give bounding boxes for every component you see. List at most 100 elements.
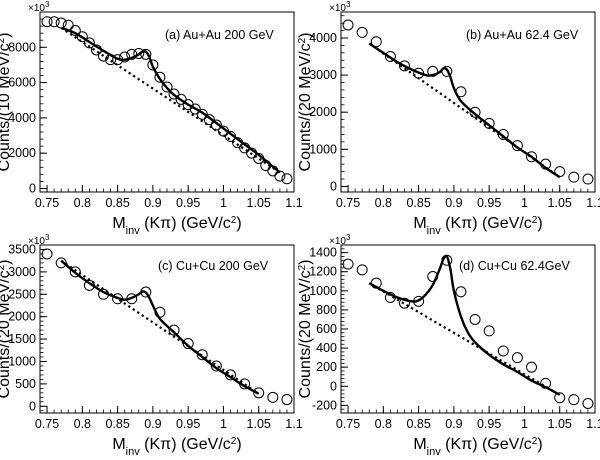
y-tick-label: 1400 [309,246,337,260]
y-exponent-label: ×103 [28,233,50,248]
y-tick-label: 400 [316,341,337,355]
panel-annotation: (d) Cu+Cu 62.4GeV [459,259,570,273]
x-tick-label: 1.1 [586,196,600,210]
data-point [399,297,410,309]
x-axis-label: Minv (Kπ) (GeV/c2) [112,215,241,238]
x-tick-label: 1 [521,196,528,210]
data-point [253,152,265,164]
x-tick-label: 0.95 [477,196,501,210]
x-tick-label: 0.85 [105,417,129,431]
data-point [69,266,81,278]
data-point [154,71,166,83]
data-point [140,48,152,60]
x-tick-label: 0.9 [445,196,462,210]
data-point [90,44,102,56]
data-point [168,88,180,100]
data-point [526,151,537,163]
data-point [554,166,566,178]
data-point [55,257,67,269]
data-point [112,54,124,66]
data-point [511,352,523,364]
x-tick-label: 0.75 [336,196,360,210]
y-axis-label: Counts/(10 MeV/c2) [0,33,13,172]
x-tick-label: 0.95 [477,417,501,431]
x-tick-label: 0.85 [105,196,129,210]
data-point [554,392,566,404]
data-point [225,130,236,142]
data-point [196,108,208,120]
data-point [239,378,251,390]
y-tick-label: 800 [316,303,337,317]
data-point [62,19,74,31]
data-point [98,50,109,62]
data-point [568,394,580,406]
data-point [175,93,187,105]
data-point [98,288,109,300]
data-point [267,165,279,177]
data-point [455,86,467,98]
data-point [126,293,138,305]
data-point [342,19,354,31]
data-point [217,125,229,137]
data-point [441,254,453,266]
panel-d: 0.75 0.8 0.85 0.9 0.95 1 1.05 1.1 -200 0 200 400 600… [297,233,600,459]
data-point [83,37,95,49]
y-exponent-label: ×103 [329,233,351,248]
y-exponent-label: ×103 [329,0,351,14]
data-point [41,248,53,260]
y-tick-label: 0 [330,179,337,193]
data-point [140,286,152,298]
data-point [210,119,222,131]
y-exponent-label: ×103 [28,0,50,14]
panel-a: 0.75 0.8 0.85 0.9 0.95 1 1.05 1.1 0 2000 4000 6000 8… [0,0,303,237]
data-point [582,173,594,185]
x-tick-label: 1 [220,417,227,431]
y-tick-label: 1000 [309,284,337,298]
background-fit-line [368,282,561,396]
panel-b: 0.75 0.8 0.85 0.9 0.95 1 1.05 1.1 0 1000 2000 3000 4… [297,0,600,237]
data-point [582,397,594,409]
data-point [526,361,537,373]
x-tick-label: 0.75 [336,417,360,431]
data-point [568,171,580,183]
data-point [370,277,382,289]
data-point [356,264,368,276]
y-tick-label: 1500 [8,332,36,346]
data-point [441,65,453,77]
data-point [469,106,481,118]
x-tick-label: 0.85 [406,196,430,210]
x-tick-label: 0.8 [375,196,392,210]
data-point [281,173,293,185]
x-tick-label: 0.95 [176,196,200,210]
data-point [469,313,481,325]
x-tick-label: 1.05 [247,417,271,431]
data-point [413,67,425,79]
x-tick-label: 1.05 [548,417,572,431]
data-point [196,349,208,361]
y-tick-label: 4000 [309,31,337,45]
data-point [427,271,439,282]
background-fit-line [368,42,561,179]
x-tick-label: 0.95 [176,417,200,431]
data-point [126,48,138,60]
data-point [497,345,509,357]
x-tick-label: 0.8 [74,417,91,431]
data-point [154,306,166,318]
signal-fit-curve [60,259,260,395]
data-point [427,65,439,77]
x-tick-label: 0.8 [74,196,91,210]
y-tick-label: 0 [29,399,36,413]
y-tick-label: 4000 [8,111,36,125]
y-axis-label: Counts/(20 MeV/c2) [0,260,13,399]
y-tick-label: 3000 [309,68,337,82]
panel-annotation: (a) Au+Au 200 GeV [165,28,274,42]
y-tick-label: 200 [316,360,337,374]
data-point [384,51,396,63]
y-tick-label: 1000 [309,142,337,156]
x-tick-label: 0.9 [144,417,161,431]
x-tick-label: 1 [220,196,227,210]
x-tick-label: 0.75 [35,196,59,210]
data-point [274,170,286,182]
x-axis-label: Minv (Kπ) (GeV/c2) [112,436,241,459]
